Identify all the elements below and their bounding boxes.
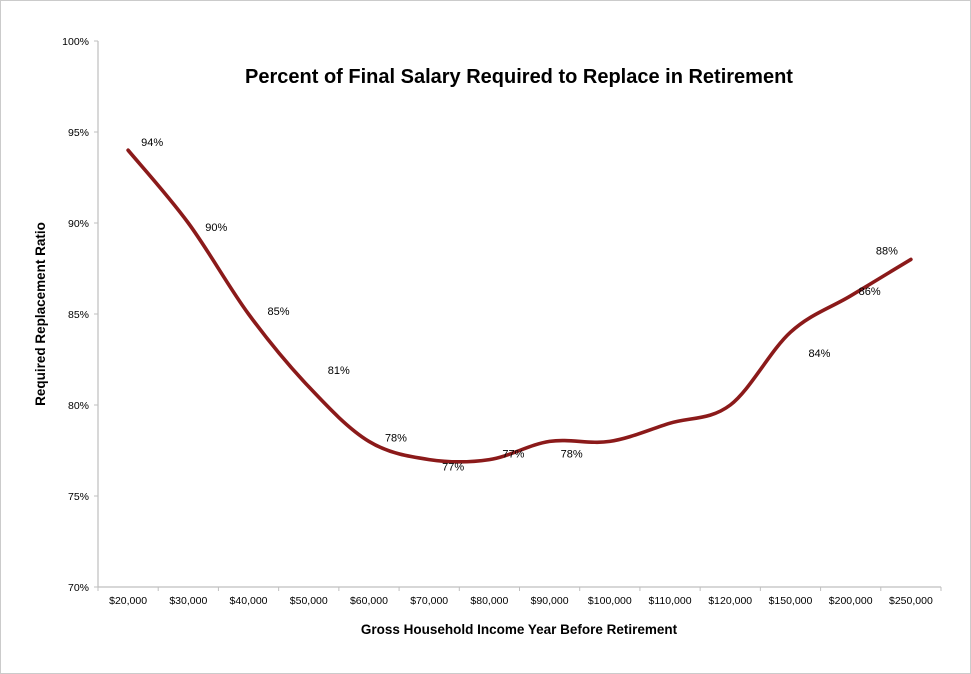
x-tick-label: $110,000 bbox=[649, 595, 692, 607]
x-tick-label: $70,000 bbox=[410, 595, 448, 607]
data-label: 94% bbox=[141, 137, 163, 149]
x-tick-label: $250,000 bbox=[889, 595, 933, 607]
x-tick-label: $60,000 bbox=[350, 595, 388, 607]
y-tick-label: 100% bbox=[62, 36, 89, 48]
data-label: 81% bbox=[328, 365, 350, 377]
x-axis-title: Gross Household Income Year Before Retir… bbox=[361, 622, 678, 637]
y-axis-title: Required Replacement Ratio bbox=[33, 222, 48, 406]
axes bbox=[94, 40, 942, 591]
data-label: 86% bbox=[859, 286, 881, 298]
x-tick-label: $150,000 bbox=[769, 595, 813, 607]
data-labels: 94% 90% 85% 81% 78% 77% 77% 78% 84% 86% 88% bbox=[141, 137, 898, 473]
data-label: 84% bbox=[808, 348, 830, 360]
y-tick-label: 85% bbox=[68, 309, 89, 321]
y-tick-label: 95% bbox=[68, 127, 89, 139]
y-tick-label: 75% bbox=[68, 491, 89, 503]
replacement-ratio-curve bbox=[126, 148, 913, 464]
x-tick-label: $50,000 bbox=[290, 595, 328, 607]
data-label: 77% bbox=[442, 462, 464, 474]
data-label: 85% bbox=[268, 306, 290, 318]
data-label: 78% bbox=[385, 432, 407, 444]
x-tick-label: $90,000 bbox=[531, 595, 569, 607]
y-axis-tick-labels: 100% 95% 90% 85% 80% 75% 70% bbox=[62, 36, 89, 594]
x-axis-tick-labels: $20,000 $30,000 $40,000 $50,000 $60,000 $70,0… bbox=[109, 595, 933, 607]
x-tick-label: $40,000 bbox=[230, 595, 268, 607]
x-tick-label: $100,000 bbox=[588, 595, 632, 607]
y-tick-label: 80% bbox=[68, 400, 89, 412]
x-tick-label: $30,000 bbox=[169, 595, 207, 607]
x-tick-label: $20,000 bbox=[109, 595, 147, 607]
x-tick-label: $120,000 bbox=[708, 595, 752, 607]
data-label: 78% bbox=[561, 448, 583, 460]
y-tick-label: 70% bbox=[68, 582, 89, 594]
data-label: 77% bbox=[502, 449, 524, 461]
y-tick-label: 90% bbox=[68, 218, 89, 230]
x-tick-label: $80,000 bbox=[470, 595, 508, 607]
data-label: 88% bbox=[876, 245, 898, 257]
x-tick-label: $200,000 bbox=[829, 595, 873, 607]
chart-title: Percent of Final Salary Required to Repl… bbox=[245, 66, 793, 88]
data-label: 90% bbox=[205, 222, 227, 234]
